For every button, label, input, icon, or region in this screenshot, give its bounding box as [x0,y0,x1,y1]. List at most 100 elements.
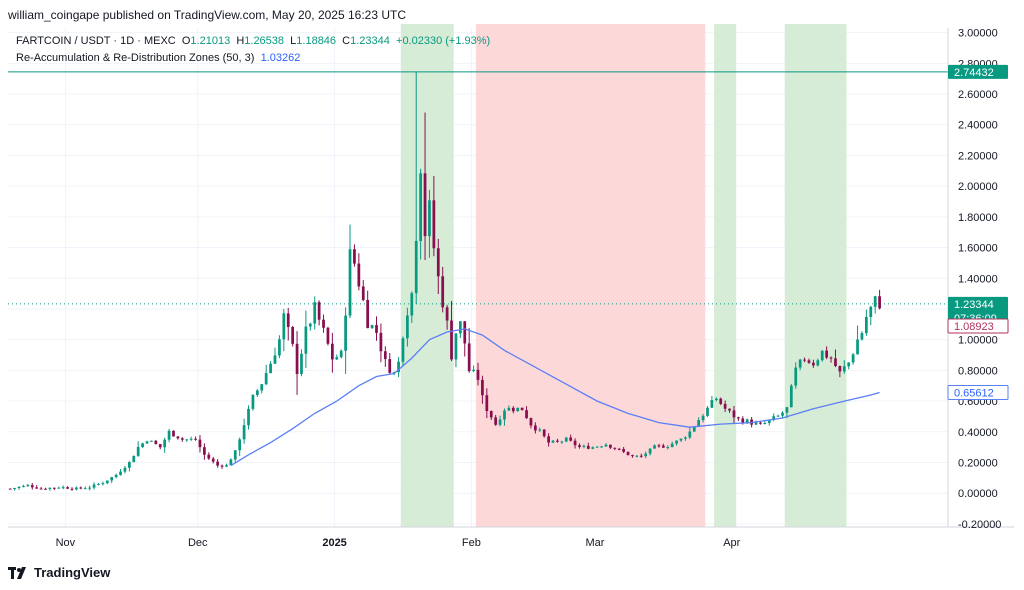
candle[interactable] [485,388,489,419]
candle[interactable] [419,168,422,260]
candle[interactable] [538,427,542,432]
candle[interactable] [679,438,683,442]
candle[interactable] [361,279,365,302]
candle[interactable] [114,473,118,479]
candle[interactable] [48,487,52,491]
candle[interactable] [304,310,308,369]
candle[interactable] [269,361,272,374]
candle[interactable] [353,244,356,267]
candle[interactable] [388,353,392,374]
candle[interactable] [481,375,484,404]
candle[interactable] [335,354,339,360]
candle[interactable] [264,364,268,386]
candle[interactable] [238,437,242,457]
candle[interactable] [842,360,846,374]
candle[interactable] [445,304,449,330]
candle[interactable] [127,461,131,472]
candle[interactable] [150,440,153,442]
candle[interactable] [136,441,140,457]
candle[interactable] [70,487,74,491]
candle[interactable] [225,463,228,468]
candle[interactable] [330,332,334,373]
symbol-name[interactable]: FARTCOIN / USDT · 1D · MEXC [16,35,176,47]
candle[interactable] [732,405,736,425]
candle[interactable] [516,407,520,412]
candle[interactable] [339,349,343,359]
candle[interactable] [172,430,175,437]
candle[interactable] [529,417,533,429]
candle[interactable] [211,456,215,464]
candle[interactable] [370,324,374,329]
candle[interactable] [604,443,608,447]
candle[interactable] [714,397,718,402]
candle[interactable] [869,305,873,326]
candle[interactable] [838,365,842,378]
candle[interactable] [203,443,206,460]
candle[interactable] [578,443,581,449]
candle[interactable] [710,395,714,409]
candle[interactable] [609,444,612,450]
candle[interactable] [719,397,723,406]
candle[interactable] [489,410,493,420]
candle[interactable] [167,428,171,443]
candle[interactable] [503,408,506,426]
candles-layer[interactable] [8,71,881,491]
candle[interactable] [30,482,34,490]
candle[interactable] [247,405,250,430]
candle[interactable] [525,406,528,419]
candle[interactable] [101,481,105,486]
candle[interactable] [13,487,16,491]
candle[interactable] [35,485,39,489]
candle[interactable] [317,300,321,326]
candle[interactable] [626,451,630,456]
candle[interactable] [97,483,100,486]
candle[interactable] [697,417,701,427]
candle[interactable] [260,383,264,394]
candle[interactable] [410,291,414,323]
candle[interactable] [586,442,590,450]
candle[interactable] [300,349,303,377]
candle[interactable] [110,476,114,484]
candle[interactable] [273,347,277,364]
candle[interactable] [754,420,758,426]
candle[interactable] [511,406,515,414]
candle[interactable] [313,296,317,330]
candle[interactable] [255,388,259,397]
candle[interactable] [472,365,475,373]
candle[interactable] [463,321,467,357]
candle[interactable] [282,309,286,352]
candle[interactable] [498,415,502,427]
candle[interactable] [185,439,189,442]
candle[interactable] [105,480,109,485]
candle[interactable] [812,359,815,368]
candle[interactable] [573,438,577,449]
candle[interactable] [344,307,347,374]
candle[interactable] [653,444,656,449]
candle[interactable] [22,484,25,488]
candle[interactable] [229,458,233,466]
candle[interactable] [79,486,83,490]
candle[interactable] [666,445,670,450]
candle[interactable] [61,485,65,490]
candle[interactable] [820,350,824,362]
candle[interactable] [467,328,471,373]
candle[interactable] [856,325,859,355]
candle[interactable] [26,483,30,488]
candle[interactable] [75,486,78,491]
candle[interactable] [657,443,661,448]
candle[interactable] [661,443,665,448]
candle[interactable] [198,435,202,453]
candle[interactable] [556,438,559,443]
candle[interactable] [873,295,877,314]
candle[interactable] [44,487,47,490]
candle[interactable] [776,414,780,417]
candle[interactable] [141,442,144,449]
candle[interactable] [613,447,617,451]
tradingview-logo[interactable]: TradingView [8,565,110,580]
candle[interactable] [507,405,511,411]
candle[interactable] [670,441,674,448]
candle[interactable] [83,486,87,490]
candle[interactable] [66,486,69,489]
candle[interactable] [308,322,312,331]
